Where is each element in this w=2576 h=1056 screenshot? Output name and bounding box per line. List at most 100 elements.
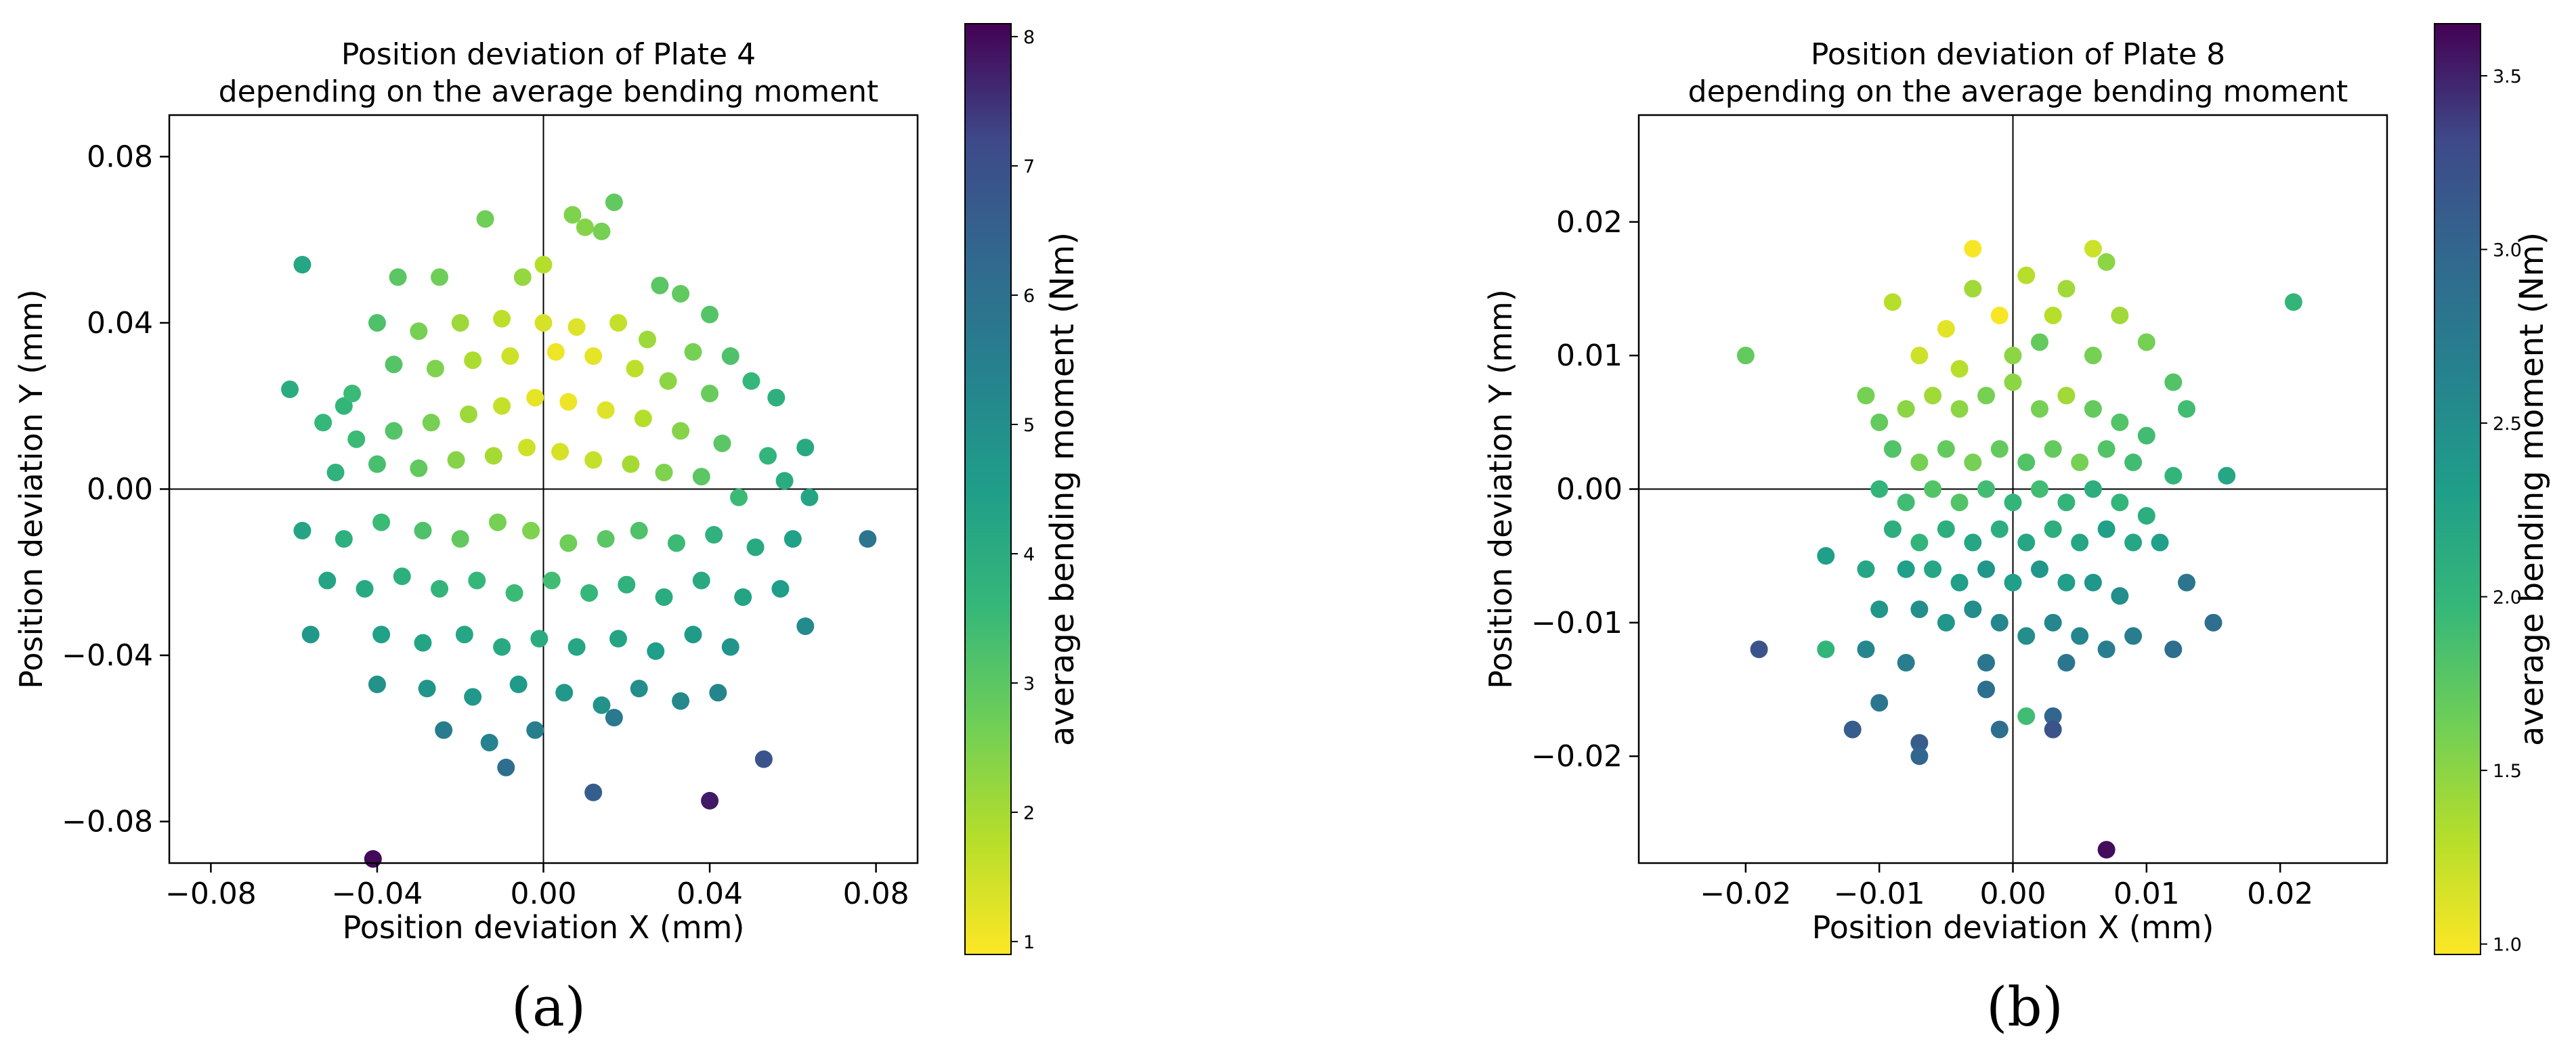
- x-axis-label: Position deviation X (mm): [343, 909, 745, 946]
- chart-title-line-1: Position deviation of Plate 8: [1811, 37, 2225, 72]
- x-tick-label: −0.08: [165, 877, 257, 911]
- scatter-point: [684, 625, 702, 644]
- scatter-point: [2030, 400, 2048, 418]
- scatter-point: [1924, 480, 1942, 498]
- scatter-point: [1870, 600, 1889, 619]
- scatter-point: [2111, 413, 2129, 431]
- colorbar-tick-label: 5: [1023, 415, 1035, 436]
- y-tick-label: 0.08: [87, 139, 153, 174]
- y-axis-label: Position deviation Y (mm): [1482, 289, 1519, 688]
- scatter-point: [410, 459, 428, 477]
- scatter-point: [655, 463, 673, 481]
- scatter-point: [451, 313, 469, 332]
- scatter-point: [1883, 520, 1902, 538]
- scatter-point: [1937, 440, 1955, 458]
- scatter-point: [2097, 841, 2116, 859]
- scatter-point: [2017, 627, 2036, 645]
- scatter-point: [497, 758, 515, 776]
- scatter-point: [2164, 466, 2183, 485]
- scatter-point: [447, 451, 465, 469]
- scatter-point: [1883, 293, 1902, 311]
- scatter-point: [347, 430, 366, 448]
- scatter-point: [605, 709, 623, 727]
- x-tick-label: 0.02: [2247, 877, 2313, 911]
- scatter-point: [534, 313, 553, 332]
- scatter-point: [2030, 333, 2048, 351]
- scatter-point: [372, 513, 391, 531]
- scatter-point: [734, 588, 752, 607]
- scatter-point: [659, 372, 677, 390]
- scatter-point: [597, 401, 615, 419]
- scatter-point: [672, 692, 690, 710]
- scatter-point: [335, 530, 353, 548]
- scatter-point: [493, 397, 511, 415]
- scatter-point: [746, 538, 765, 556]
- colorbar-label: average bending moment (Nm): [2513, 232, 2551, 746]
- scatter-point: [410, 322, 428, 340]
- scatter-point: [2017, 266, 2036, 284]
- colorbar-tick-label: 2.5: [2493, 414, 2522, 435]
- colorbar-tick-label: 8: [1023, 27, 1035, 48]
- scatter-point: [584, 347, 603, 366]
- scatter-point: [534, 256, 553, 273]
- scatter-point: [2097, 520, 2116, 538]
- scatter-point: [476, 210, 494, 228]
- y-tick-label: 0.02: [1556, 205, 1623, 240]
- scatter-point: [455, 625, 473, 644]
- scatter-point: [2178, 573, 2196, 592]
- scatter-point: [584, 783, 603, 801]
- scatter-point: [1857, 387, 1875, 405]
- scatter-point: [1950, 400, 1969, 418]
- scatter-point: [2084, 480, 2102, 498]
- scatter-point: [2111, 493, 2129, 512]
- scatter-point: [526, 721, 544, 739]
- scatter-point: [464, 351, 482, 370]
- scatter-point: [368, 455, 386, 473]
- y-tick-label: 0.00: [87, 472, 153, 507]
- scatter-point: [1990, 520, 2009, 538]
- scatter-point: [701, 384, 719, 403]
- scatter-point: [567, 638, 586, 656]
- colorbar-tick-label: 3.0: [2493, 240, 2522, 261]
- scatter-point: [2137, 333, 2155, 351]
- scatter-point: [1910, 454, 1929, 472]
- y-tick-label: −0.04: [62, 638, 153, 673]
- scatter-point: [1870, 480, 1889, 498]
- chart-title-line-1: Position deviation of Plate 4: [341, 37, 756, 72]
- scatter-point: [2137, 426, 2155, 445]
- scatter-point: [796, 617, 815, 636]
- scatter-point: [1977, 560, 1996, 578]
- scatter-point: [1910, 347, 1929, 365]
- panel-label-a: (a): [511, 975, 586, 1038]
- scatter-point: [318, 571, 337, 590]
- scatter-point: [301, 625, 320, 644]
- scatter-point: [1990, 613, 2009, 632]
- chart-title-line-2: depending on the average bending moment: [219, 74, 879, 109]
- scatter-point: [389, 268, 407, 286]
- y-tick-label: 0.00: [1556, 472, 1623, 507]
- scatter-point: [293, 521, 312, 540]
- scatter-point: [2111, 587, 2129, 605]
- scatter-point: [522, 521, 540, 540]
- scatter-point: [385, 422, 403, 440]
- scatter-point: [2284, 293, 2302, 311]
- scatter-point: [513, 268, 532, 286]
- scatter-point: [651, 276, 669, 294]
- scatter-point: [451, 530, 469, 548]
- scatter-point: [593, 696, 611, 714]
- scatter-point: [713, 434, 731, 452]
- scatter-point: [1857, 560, 1875, 578]
- scatter-point: [530, 630, 549, 648]
- scatter-point: [385, 355, 403, 374]
- scatter-point: [2004, 347, 2022, 365]
- scatter-point: [1990, 720, 2009, 739]
- y-axis-label: Position deviation Y (mm): [13, 289, 49, 688]
- scatter-point: [2084, 400, 2102, 418]
- x-tick-label: 0.04: [677, 877, 743, 911]
- scatter-point: [1964, 240, 1982, 258]
- scatter-point: [2164, 640, 2183, 659]
- x-tick-label: −0.04: [332, 877, 423, 911]
- colorbar-tick-label: 2.0: [2493, 588, 2522, 609]
- scatter-point: [2218, 466, 2236, 485]
